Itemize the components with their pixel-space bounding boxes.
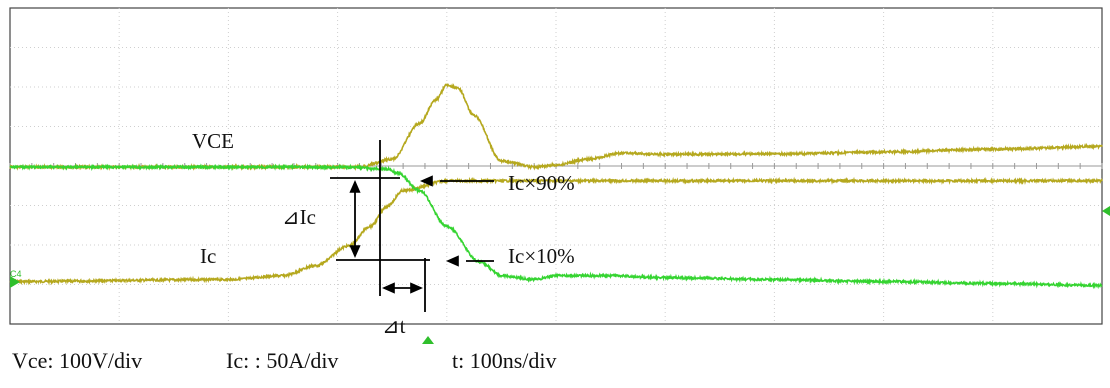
vce-trace-label: VCE <box>192 129 234 153</box>
time-scale-label: t: 100ns/div <box>452 348 557 373</box>
channel-marker <box>10 276 20 288</box>
channel-tag: C4 <box>10 269 22 279</box>
delta-ic-arrow-head-down <box>349 245 361 258</box>
ic10-pointer-head <box>446 255 459 267</box>
ic10-label: Ic×10% <box>508 244 575 268</box>
series-line-ic-lower <box>9 176 1103 286</box>
ic-trace-label: Ic <box>200 244 216 268</box>
delta-t-label: ⊿t <box>382 314 406 338</box>
traces <box>9 82 1103 290</box>
delta-ic-label: ⊿Ic <box>282 205 316 229</box>
ic90-label: Ic×90% <box>508 171 575 195</box>
vce-scale-label: Vce: 100V/div <box>12 348 143 373</box>
annotation-marks <box>10 140 1110 344</box>
trigger-position-marker <box>422 336 434 344</box>
delta-ic-arrow-head-up <box>349 180 361 193</box>
ic90-pointer-head <box>420 175 433 187</box>
ic-scale-label: Ic: : 50A/div <box>226 348 339 373</box>
delta-t-arrow-head-right <box>410 282 423 294</box>
series-line-ic <box>9 163 1103 290</box>
trigger-level-marker <box>1102 206 1110 216</box>
delta-t-arrow-head-left <box>382 282 395 294</box>
